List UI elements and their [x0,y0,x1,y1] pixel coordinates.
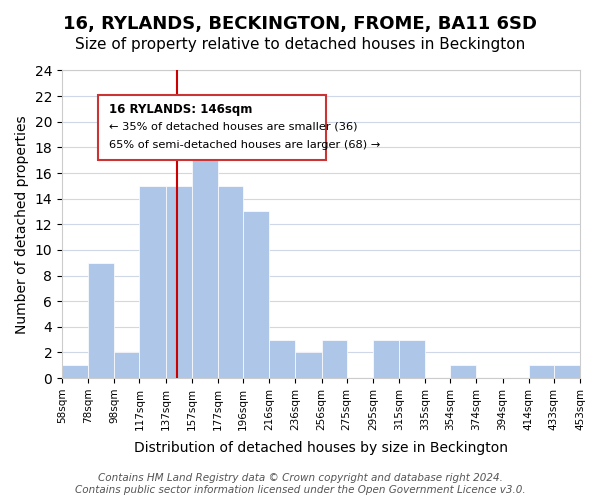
X-axis label: Distribution of detached houses by size in Beckington: Distribution of detached houses by size … [134,441,508,455]
Text: Contains HM Land Registry data © Crown copyright and database right 2024.
Contai: Contains HM Land Registry data © Crown c… [74,474,526,495]
Bar [373,340,399,378]
Text: ← 35% of detached houses are smaller (36): ← 35% of detached houses are smaller (36… [109,121,357,131]
Bar [115,352,139,378]
Bar [322,340,347,378]
Bar [218,186,243,378]
Text: 16, RYLANDS, BECKINGTON, FROME, BA11 6SD: 16, RYLANDS, BECKINGTON, FROME, BA11 6SD [63,15,537,33]
Bar [529,365,554,378]
Y-axis label: Number of detached properties: Number of detached properties [15,115,29,334]
Text: 16 RYLANDS: 146sqm: 16 RYLANDS: 146sqm [109,103,252,116]
Text: Size of property relative to detached houses in Beckington: Size of property relative to detached ho… [75,38,525,52]
Text: 65% of semi-detached houses are larger (68) →: 65% of semi-detached houses are larger (… [109,140,380,149]
Bar [295,352,322,378]
FancyBboxPatch shape [98,95,326,160]
Bar [62,365,88,378]
Bar [450,365,476,378]
Bar [192,134,218,378]
Bar [554,365,580,378]
Bar [166,186,192,378]
Bar [139,186,166,378]
Bar [243,212,269,378]
Bar [269,340,295,378]
Bar [399,340,425,378]
Bar [88,262,115,378]
